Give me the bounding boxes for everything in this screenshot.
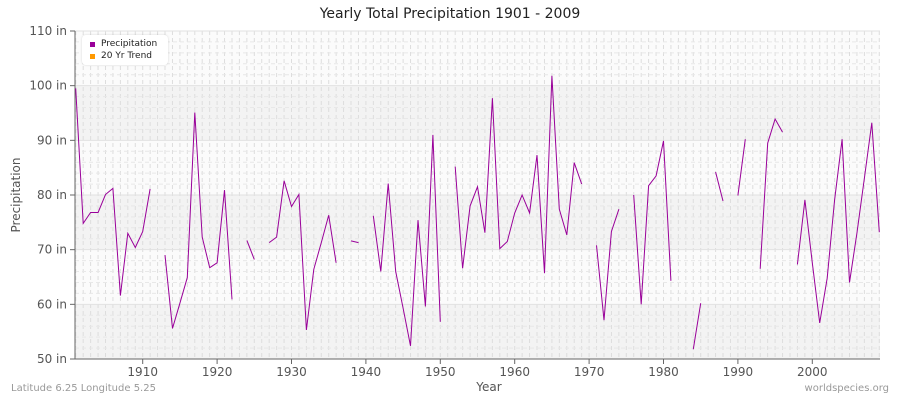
x-tick-label: 1990 [723, 365, 754, 379]
series-line [796, 122, 880, 323]
series-line [75, 88, 151, 296]
series-line [737, 139, 746, 196]
x-tick-label: 2000 [797, 365, 828, 379]
x-tick-label: 1910 [127, 365, 158, 379]
y-tick-label: 80 in [37, 188, 67, 202]
y-tick-label: 100 in [29, 79, 67, 93]
y-tick-label: 110 in [29, 24, 67, 38]
axes: 50 in 60 in 70 in 80 in 90 in 100 in 110 in 191… [29, 24, 880, 379]
legend-item-trend[interactable]: 20 Yr Trend [90, 51, 152, 61]
series-line [164, 112, 233, 329]
precipitation-swatch-icon [90, 41, 95, 47]
legend-label: Precipitation [101, 39, 158, 49]
legend-label: 20 Yr Trend [101, 51, 153, 61]
trend-swatch-icon [90, 53, 95, 59]
x-tick-label: 1940 [351, 365, 382, 379]
legend-item-precipitation[interactable]: Precipitation [90, 39, 157, 49]
precipitation-series [75, 75, 880, 350]
series-line [268, 180, 337, 331]
y-tick-label: 90 in [37, 133, 67, 147]
series-line [350, 240, 359, 244]
series-line [692, 303, 702, 350]
y-tick-label: 70 in [37, 243, 67, 257]
grid-lines [75, 30, 880, 360]
series-line [633, 140, 672, 305]
series-line [715, 171, 724, 202]
x-tick-label: 1920 [202, 365, 233, 379]
series-line [246, 240, 255, 260]
series-line [596, 209, 620, 321]
y-axis-label: Precipitation [9, 157, 23, 232]
chart-title: Yearly Total Precipitation 1901 - 2009 [319, 6, 581, 22]
x-axis-label: Year [475, 380, 501, 394]
location-caption: Latitude 6.25 Longitude 5.25 [11, 383, 156, 394]
x-tick-label: 1930 [276, 365, 307, 379]
series-line [454, 75, 583, 274]
x-tick-label: 1950 [425, 365, 456, 379]
series-line [759, 117, 783, 269]
y-tick-label: 50 in [37, 352, 67, 366]
series-line [372, 134, 441, 346]
y-tick-label: 60 in [37, 297, 67, 311]
x-tick-label: 1980 [648, 365, 679, 379]
source-link[interactable]: worldspecies.org [804, 383, 889, 394]
x-tick-label: 1970 [574, 365, 605, 379]
x-tick-label: 1960 [499, 365, 530, 379]
chart-legend: Precipitation 20 Yr Trend [82, 35, 168, 65]
